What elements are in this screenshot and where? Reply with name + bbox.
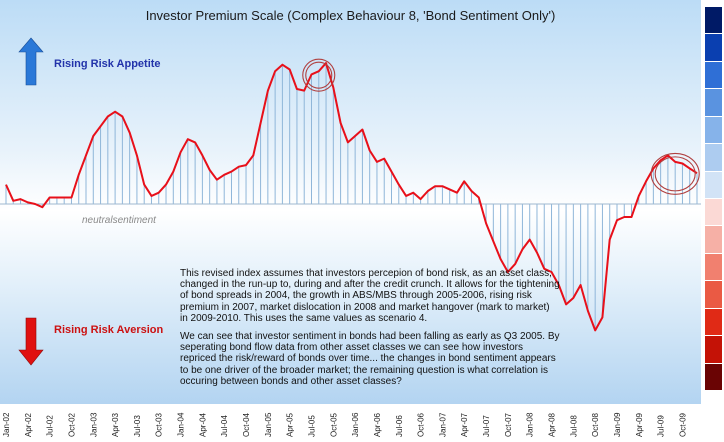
neutral-sentiment-label: neutralsentiment	[82, 215, 156, 226]
scale-cell	[705, 115, 722, 144]
x-tick-label: Apr-05	[286, 412, 295, 437]
x-tick-label: Jan-06	[351, 412, 360, 437]
x-tick-label: Jul-04	[220, 415, 229, 437]
highlight-circle	[305, 61, 333, 89]
x-tick-label: Jan-02	[2, 412, 11, 437]
color-scale-bar	[705, 6, 722, 390]
x-tick-label: Jul-02	[46, 415, 55, 437]
x-tick-label: Jan-09	[613, 412, 622, 437]
highlight-circles	[302, 58, 700, 195]
x-tick-label: Jul-05	[308, 415, 317, 437]
plot-background	[0, 0, 701, 404]
x-tick-label: Oct-09	[679, 412, 688, 437]
x-tick-label: Apr-09	[635, 412, 644, 437]
scale-cell	[705, 362, 722, 390]
x-tick-label: Oct-03	[155, 412, 164, 437]
x-tick-label: Oct-08	[591, 412, 600, 437]
highlight-circle	[654, 156, 696, 192]
x-tick-label: Apr-07	[460, 412, 469, 437]
x-tick-label: Apr-03	[111, 412, 120, 437]
x-tick-label: Jul-03	[133, 415, 142, 437]
scale-cell	[705, 252, 722, 281]
x-tick-label: Jan-04	[177, 412, 186, 437]
scale-cell	[705, 6, 722, 34]
x-tick-label: Jul-07	[482, 415, 491, 437]
x-tick-label: Apr-08	[548, 412, 557, 437]
rising-risk-aversion-label: Rising Risk Aversion	[54, 324, 164, 336]
x-tick-label: Apr-06	[373, 412, 382, 437]
x-tick-label: Oct-07	[504, 412, 513, 437]
x-tick-label: Jan-08	[526, 412, 535, 437]
scale-cell	[705, 33, 722, 61]
chart-title: Investor Premium Scale (Complex Behaviou…	[145, 8, 556, 23]
x-tick-label: Jul-06	[395, 415, 404, 437]
x-axis-ticks: Jan-02 Apr-02 Jul-02 Oct-02 Jan-03 Apr-03 Jul-…	[2, 412, 688, 437]
x-tick-label: Apr-04	[198, 412, 207, 437]
arrow-down-icon	[18, 317, 44, 366]
arrows	[18, 37, 44, 366]
scale-cell	[705, 198, 722, 226]
scale-cell	[705, 280, 722, 308]
highlight-circle	[650, 152, 700, 195]
series-line	[5, 62, 698, 332]
scale-cell	[705, 307, 722, 336]
description-paragraph-2: We can see that investor sentiment in bo…	[180, 331, 560, 387]
highlight-circle	[302, 58, 336, 92]
chart-svg: Jan-02 Apr-02 Jul-02 Oct-02 Jan-03 Apr-03 Jul-…	[0, 37, 701, 437]
x-tick-label: Oct-06	[417, 412, 426, 437]
x-tick-label: Jul-09	[657, 415, 666, 437]
x-tick-label: Oct-02	[68, 412, 77, 437]
x-tick-label: Jan-07	[438, 412, 447, 437]
scale-cell	[705, 170, 722, 198]
scale-cell	[705, 60, 722, 89]
arrow-up-icon	[18, 37, 44, 86]
scale-cell	[705, 335, 722, 363]
x-tick-label: Oct-04	[242, 412, 251, 437]
description-text: This revised index assumes that investor…	[180, 268, 560, 394]
x-tick-label: Oct-05	[329, 412, 338, 437]
x-tick-label: Jul-08	[569, 415, 578, 437]
x-tick-label: Jan-03	[89, 412, 98, 437]
x-tick-label: Jan-05	[264, 412, 273, 437]
x-tick-label: Apr-02	[24, 412, 33, 437]
scale-cell	[705, 225, 722, 253]
scale-cell	[705, 143, 722, 171]
description-paragraph-1: This revised index assumes that investor…	[180, 268, 560, 324]
rising-risk-appetite-label: Rising Risk Appetite	[54, 58, 161, 70]
scale-cell	[705, 88, 722, 116]
